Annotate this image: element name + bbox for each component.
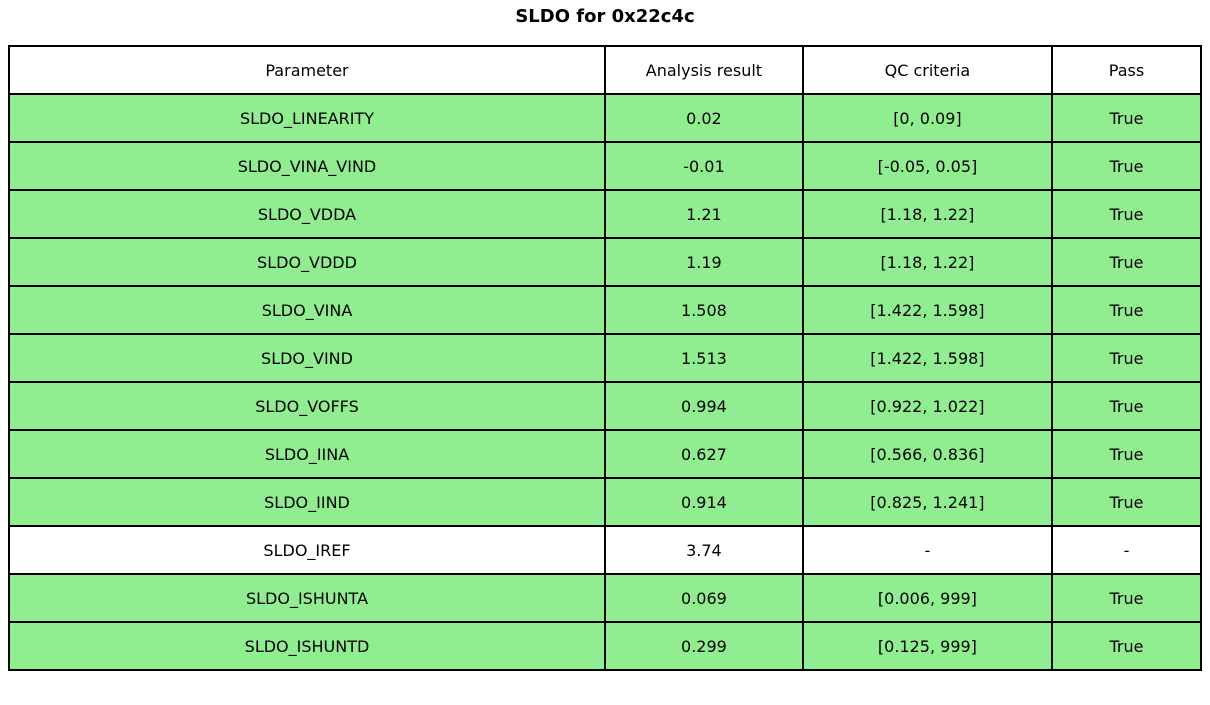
cell-result: 0.02 [604, 93, 804, 143]
cell-pass: True [1050, 477, 1203, 527]
table-row: SLDO_LINEARITY 0.02 [0, 0.09] True [8, 93, 1203, 143]
cell-result: 0.914 [604, 477, 804, 527]
column-header-qc-criteria: QC criteria [801, 45, 1053, 95]
cell-result: -0.01 [604, 141, 804, 191]
qc-results-table: Parameter Analysis result QC criteria Pa… [8, 45, 1203, 671]
table-row: SLDO_VINA 1.508 [1.422, 1.598] True [8, 285, 1203, 335]
cell-parameter: SLDO_ISHUNTA [8, 573, 606, 623]
cell-parameter: SLDO_IINA [8, 429, 606, 479]
cell-criteria: [0.125, 999] [801, 621, 1053, 671]
cell-pass: True [1050, 333, 1203, 383]
cell-result: 1.508 [604, 285, 804, 335]
cell-parameter: SLDO_IREF [8, 525, 606, 575]
cell-pass: - [1050, 525, 1203, 575]
cell-parameter: SLDO_VDDD [8, 237, 606, 287]
cell-parameter: SLDO_ISHUNTD [8, 621, 606, 671]
table-row: SLDO_VIND 1.513 [1.422, 1.598] True [8, 333, 1203, 383]
cell-parameter: SLDO_LINEARITY [8, 93, 606, 143]
table-body: SLDO_LINEARITY 0.02 [0, 0.09] True SLDO_VINA… [8, 93, 1203, 671]
cell-pass: True [1050, 621, 1203, 671]
table-row: SLDO_VOFFS 0.994 [0.922, 1.022] True [8, 381, 1203, 431]
cell-criteria: [1.422, 1.598] [801, 333, 1053, 383]
column-header-pass: Pass [1050, 45, 1203, 95]
cell-result: 0.069 [604, 573, 804, 623]
cell-criteria: [1.18, 1.22] [801, 189, 1053, 239]
cell-criteria: - [801, 525, 1053, 575]
table-row: SLDO_VDDD 1.19 [1.18, 1.22] True [8, 237, 1203, 287]
cell-pass: True [1050, 189, 1203, 239]
cell-result: 1.21 [604, 189, 804, 239]
cell-parameter: SLDO_VINA [8, 285, 606, 335]
cell-parameter: SLDO_IIND [8, 477, 606, 527]
cell-result: 1.513 [604, 333, 804, 383]
table-row: SLDO_VDDA 1.21 [1.18, 1.22] True [8, 189, 1203, 239]
cell-criteria: [0.006, 999] [801, 573, 1053, 623]
table-header-row: Parameter Analysis result QC criteria Pa… [8, 45, 1203, 95]
cell-result: 0.299 [604, 621, 804, 671]
cell-pass: True [1050, 141, 1203, 191]
column-header-analysis-result: Analysis result [604, 45, 804, 95]
cell-criteria: [0.825, 1.241] [801, 477, 1053, 527]
cell-result: 0.627 [604, 429, 804, 479]
table-header: Parameter Analysis result QC criteria Pa… [8, 45, 1203, 95]
page-title: SLDO for 0x22c4c [515, 6, 695, 27]
cell-parameter: SLDO_VOFFS [8, 381, 606, 431]
table-row: SLDO_IINA 0.627 [0.566, 0.836] True [8, 429, 1203, 479]
column-header-parameter: Parameter [8, 45, 606, 95]
cell-criteria: [0.566, 0.836] [801, 429, 1053, 479]
cell-parameter: SLDO_VIND [8, 333, 606, 383]
cell-pass: True [1050, 429, 1203, 479]
cell-criteria: [-0.05, 0.05] [801, 141, 1053, 191]
table-row: SLDO_IREF 3.74- - [8, 525, 1203, 575]
cell-pass: True [1050, 285, 1203, 335]
cell-parameter: SLDO_VDDA [8, 189, 606, 239]
table-row: SLDO_VINA_VIND -0.01 [-0.05, 0.05] True [8, 141, 1203, 191]
cell-result: 0.994 [604, 381, 804, 431]
table-row: SLDO_IIND 0.914 [0.825, 1.241] True [8, 477, 1203, 527]
cell-result: 1.19 [604, 237, 804, 287]
table-row: SLDO_ISHUNTD 0.299 [0.125, 999] True [8, 621, 1203, 671]
cell-pass: True [1050, 237, 1203, 287]
cell-criteria: [1.18, 1.22] [801, 237, 1053, 287]
cell-criteria: [0.922, 1.022] [801, 381, 1053, 431]
cell-pass: True [1050, 381, 1203, 431]
cell-result: 3.74 [604, 525, 804, 575]
cell-pass: True [1050, 573, 1203, 623]
cell-pass: True [1050, 93, 1203, 143]
cell-criteria: [0, 0.09] [801, 93, 1053, 143]
cell-criteria: [1.422, 1.598] [801, 285, 1053, 335]
table-row: SLDO_ISHUNTA 0.069 [0.006, 999] True [8, 573, 1203, 623]
cell-parameter: SLDO_VINA_VIND [8, 141, 606, 191]
